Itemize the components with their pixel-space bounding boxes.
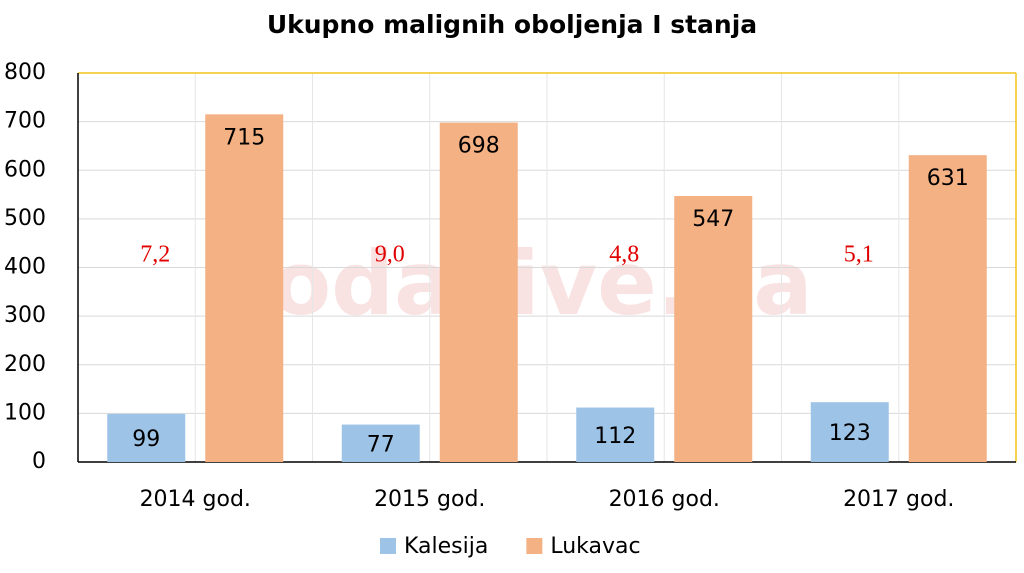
bar	[107, 413, 186, 462]
bar	[205, 114, 284, 463]
data-label: 698	[458, 134, 500, 159]
bar	[341, 424, 420, 462]
bar	[439, 122, 518, 462]
y-tick-label: 400	[4, 255, 46, 280]
x-tick-label: 2017 god.	[843, 487, 954, 512]
x-tick-label: 2014 god.	[140, 487, 251, 512]
data-label: 547	[692, 207, 734, 232]
y-tick-label: 300	[4, 303, 46, 328]
legend-swatch	[526, 538, 543, 554]
y-tick-label: 100	[4, 400, 46, 425]
legend-label: Lukavac	[550, 534, 640, 559]
x-tick-label: 2016 god.	[609, 487, 720, 512]
data-label: 631	[927, 166, 969, 191]
y-tick-label: 700	[4, 109, 46, 134]
annotation: 4,8	[609, 242, 639, 268]
y-tick-label: 800	[4, 60, 46, 85]
chart-title: Ukupno malignih oboljenja I stanja	[267, 10, 757, 39]
y-tick-label: 200	[4, 352, 46, 377]
y-tick-label: 500	[4, 206, 46, 231]
bar	[810, 402, 889, 462]
legend-label: Kalesija	[404, 534, 488, 559]
annotation: 5,1	[844, 242, 874, 268]
bar	[576, 407, 655, 462]
y-tick-label: 0	[32, 449, 46, 474]
x-tick-label: 2015 god.	[374, 487, 485, 512]
data-label: 123	[829, 421, 871, 446]
bar	[908, 155, 987, 462]
annotation: 9,0	[375, 242, 405, 268]
data-label: 112	[594, 424, 636, 449]
annotation: 7,2	[140, 242, 170, 268]
data-label: 715	[223, 125, 265, 150]
data-label: 99	[132, 427, 160, 452]
bar	[674, 196, 753, 463]
legend-swatch	[380, 538, 396, 554]
data-label: 77	[367, 432, 395, 457]
y-tick-label: 600	[4, 157, 46, 182]
